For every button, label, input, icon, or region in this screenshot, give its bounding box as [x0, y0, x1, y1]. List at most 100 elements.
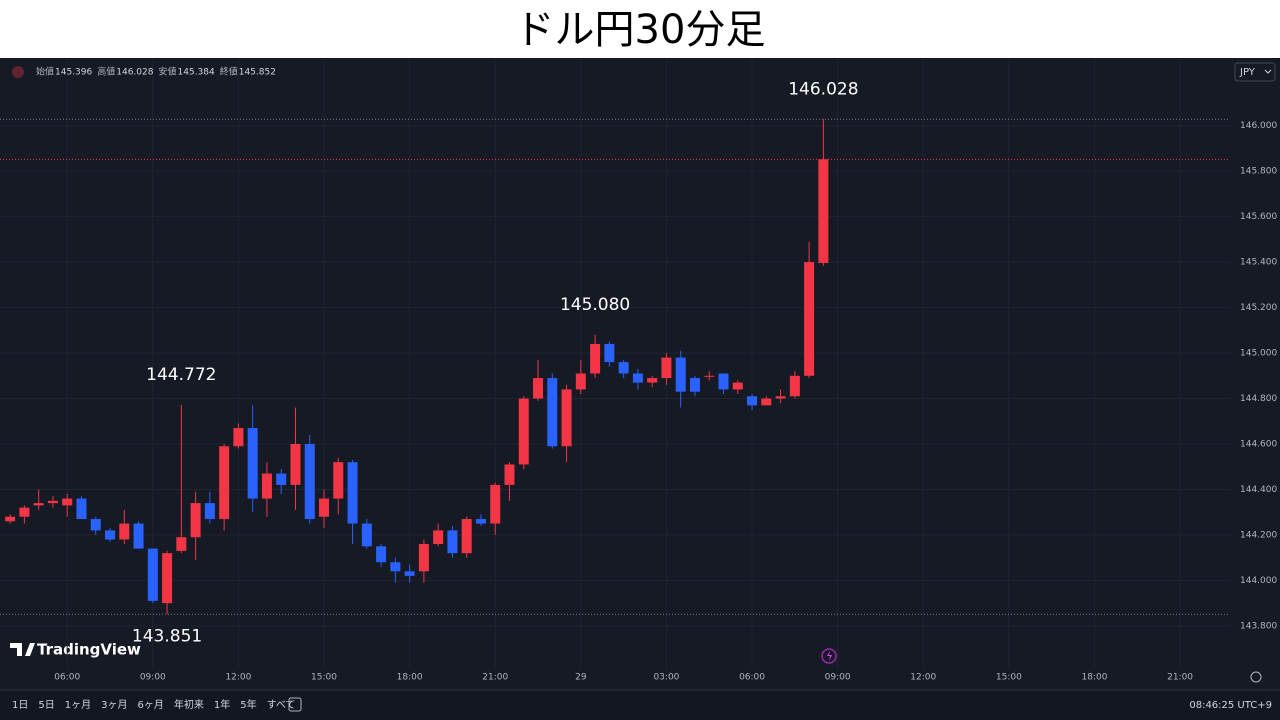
candle-body	[418, 544, 429, 572]
range-button[interactable]: 5日	[38, 700, 54, 711]
candle-body	[747, 396, 758, 406]
candle-body	[76, 498, 87, 520]
candle-body	[689, 378, 700, 392]
y-tick-label: 145.800	[1240, 167, 1277, 177]
x-tick-label: 15:00	[996, 673, 1022, 683]
x-tick-label: 06:00	[54, 673, 80, 683]
y-tick-label: 144.400	[1240, 485, 1277, 495]
x-tick-label: 06:00	[739, 673, 765, 683]
brand-logo	[10, 643, 35, 656]
candle-body	[261, 473, 272, 499]
x-tick-label: 09:00	[140, 673, 166, 683]
candle-body	[818, 159, 829, 264]
candle-body	[447, 530, 458, 554]
legend-value: 145.852	[239, 68, 276, 78]
candle-body	[789, 375, 800, 397]
candle-body	[675, 357, 686, 392]
x-tick-label: 29	[575, 673, 587, 683]
brand: TradingView	[37, 641, 141, 659]
x-tick-label: 12:00	[225, 673, 251, 683]
candle-body	[761, 398, 772, 406]
candle-body	[518, 398, 529, 465]
candle-body	[704, 375, 715, 377]
x-tick-label: 09:00	[825, 673, 851, 683]
y-tick-label: 143.800	[1240, 621, 1277, 631]
candle-body	[333, 462, 344, 499]
annotation: 145.080	[560, 295, 630, 315]
candle-body	[533, 378, 544, 399]
y-tick-label: 146.000	[1240, 121, 1277, 131]
y-tick-label: 144.200	[1240, 530, 1277, 540]
legend-label: 始値	[36, 66, 54, 78]
candle-body	[618, 362, 629, 374]
x-tick-label: 21:00	[482, 673, 508, 683]
clock: 08:46:25 UTC+9	[1189, 700, 1272, 711]
y-tick-label: 145.600	[1240, 212, 1277, 222]
candle-body	[475, 519, 486, 524]
range-button[interactable]: すべて	[267, 699, 296, 711]
y-tick-label: 144.000	[1240, 576, 1277, 586]
candle-body	[90, 519, 101, 531]
x-tick-label: 12:00	[910, 673, 936, 683]
candle-body	[575, 373, 586, 390]
candle-body	[162, 553, 173, 604]
candle-body	[561, 389, 572, 447]
candle-body	[632, 373, 643, 383]
candle-body	[647, 378, 658, 383]
candle-body	[276, 473, 287, 485]
candle-body	[233, 428, 244, 447]
candle-body	[105, 530, 116, 540]
settings-icon[interactable]	[1250, 671, 1262, 683]
x-tick-label: 15:00	[311, 673, 337, 683]
candle-body	[804, 262, 815, 376]
legend-value: 146.028	[116, 68, 153, 78]
legend-label: 安値	[158, 66, 176, 78]
date-range-icon[interactable]	[288, 697, 302, 712]
candle-body	[718, 373, 729, 390]
range-button[interactable]: 1日	[12, 700, 28, 711]
currency-label[interactable]: JPY	[1239, 67, 1256, 78]
y-tick-label: 144.600	[1240, 439, 1277, 449]
candle-body	[62, 498, 73, 506]
candle-body	[247, 428, 258, 499]
header	[0, 0, 1280, 58]
currency-button[interactable]	[1234, 62, 1276, 82]
candle-body	[490, 484, 501, 524]
candle-body	[176, 537, 187, 551]
candle-body	[319, 498, 330, 517]
candle-body	[119, 523, 130, 540]
candle-body	[33, 503, 44, 506]
y-tick-label: 145.400	[1240, 258, 1277, 268]
symbol-icon	[12, 66, 24, 78]
legend-value: 145.384	[177, 68, 214, 78]
range-button[interactable]: 1年	[214, 698, 230, 711]
candle-body	[204, 503, 215, 520]
annotation: 143.851	[132, 626, 202, 646]
candle-body	[390, 562, 401, 572]
candle-body	[433, 530, 444, 545]
chart-title: ドル円30分足	[515, 7, 766, 53]
candle-body	[190, 503, 201, 538]
candle-body	[504, 464, 515, 485]
dropdown-arrow	[1264, 69, 1272, 74]
range-button[interactable]: 3ヶ月	[101, 699, 127, 711]
alert-bolt	[827, 651, 832, 661]
candle-body	[219, 446, 230, 520]
range-button[interactable]: 1ヶ月	[65, 699, 91, 711]
y-tick-label: 145.000	[1240, 349, 1277, 359]
candle-body	[5, 516, 16, 522]
range-button[interactable]: 6ヶ月	[138, 699, 164, 711]
candle-body	[290, 443, 301, 485]
range-button[interactable]: 年初来	[174, 698, 204, 711]
legend-label: 高値	[97, 66, 115, 78]
range-button[interactable]: 5年	[240, 698, 256, 711]
x-tick-label: 21:00	[1167, 673, 1193, 683]
alert-icon[interactable]	[821, 648, 837, 664]
y-tick-label: 144.800	[1240, 394, 1277, 404]
x-tick-label: 03:00	[653, 673, 679, 683]
candle-body	[304, 443, 315, 520]
legend-value: 145.396	[55, 68, 92, 78]
x-tick-label: 18:00	[1081, 673, 1107, 683]
candle-body	[775, 396, 786, 399]
